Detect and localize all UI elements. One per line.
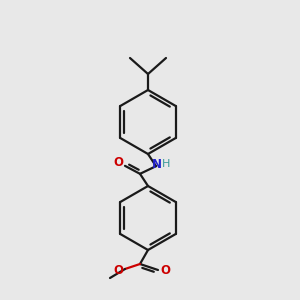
Text: O: O (113, 263, 123, 277)
Text: O: O (113, 156, 123, 169)
Text: O: O (160, 265, 170, 278)
Text: H: H (162, 159, 170, 169)
Text: N: N (152, 158, 162, 171)
